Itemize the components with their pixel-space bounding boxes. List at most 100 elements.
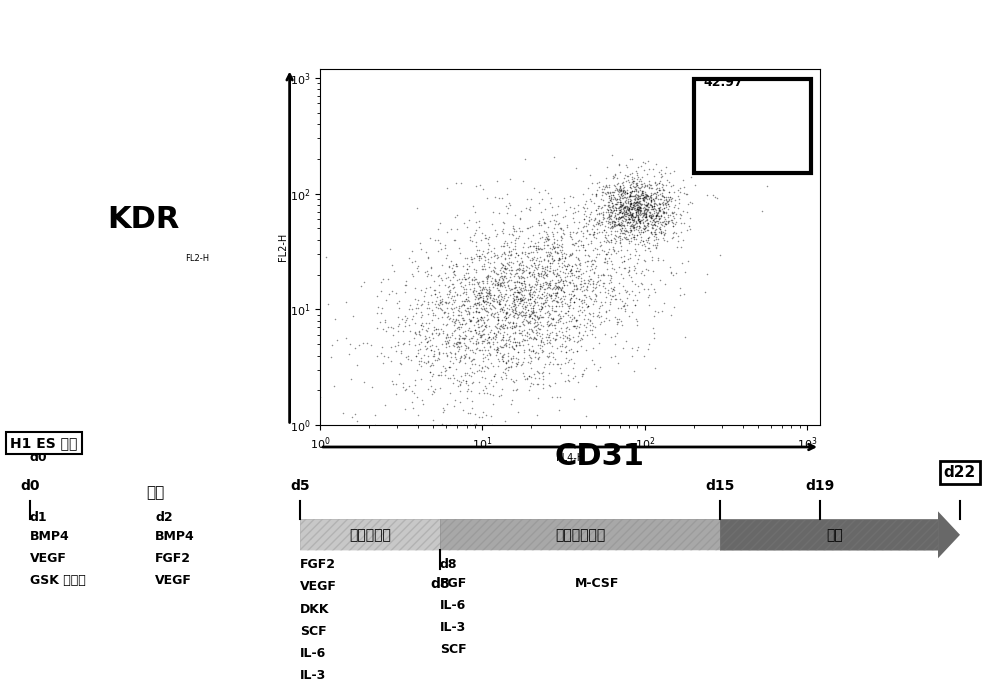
Point [585,244,601,255]
Point [508,384,524,395]
Point [648,215,664,226]
Point [541,300,557,311]
Point [494,193,510,204]
Point [612,233,628,244]
Point [469,244,485,255]
Point [588,261,604,272]
Point [612,198,628,209]
Point [661,200,677,211]
Point [475,406,491,417]
Point [451,342,467,353]
Point [646,219,662,230]
Point [490,314,506,325]
Point [565,372,581,383]
Point [544,250,560,261]
Point [404,313,420,324]
Point [614,296,630,307]
Point [644,213,660,224]
Point [613,211,629,222]
Point [574,285,590,296]
Point [575,242,591,253]
Point [615,185,631,196]
Point [495,331,511,342]
Point [636,238,652,249]
Point [564,309,580,320]
Point [383,322,399,333]
Point [536,217,552,228]
Point [638,189,654,200]
Point [494,261,510,272]
Point [659,196,675,206]
Point [448,301,464,312]
Point [324,339,340,350]
Point [462,420,478,431]
Point [449,420,465,431]
Point [443,347,459,358]
Point [522,202,538,213]
Point [436,307,452,318]
Point [632,192,648,203]
Point [623,236,639,247]
Point [617,303,633,314]
Point [369,290,385,301]
Point [453,377,469,388]
Point [480,337,496,348]
Point [464,254,480,265]
Point [569,346,585,357]
Point [622,217,638,228]
Point [647,216,663,227]
Point [623,233,639,244]
Point [495,274,511,285]
Point [501,241,517,252]
Point [601,191,617,202]
Point [439,226,455,237]
Point [561,375,577,386]
Point [665,220,681,231]
Point [500,316,516,327]
Point [522,282,538,293]
Point [469,298,485,309]
Point [485,360,501,371]
Point [599,213,615,224]
Point [620,204,636,215]
Point [553,273,569,284]
Point [622,220,638,231]
Point [506,296,522,307]
Point [661,215,677,226]
Text: FGF2: FGF2 [155,552,191,565]
Point [549,281,565,292]
Point [596,246,612,257]
Point [529,329,545,340]
Point [468,316,484,327]
Point [646,333,662,344]
Point [546,152,562,163]
Point [547,246,563,257]
Point [594,184,610,195]
Point [458,293,474,304]
Point [658,207,674,218]
Point [522,357,538,368]
Point [553,231,569,242]
Point [614,188,630,199]
Point [461,261,477,272]
Point [597,254,613,265]
Point [438,420,454,431]
Point [593,202,609,213]
Point [581,215,597,226]
Point [636,192,652,203]
Point [470,338,486,348]
Point [562,277,578,288]
Point [450,340,466,351]
Point [626,231,642,242]
Point [602,298,618,309]
Point [657,224,673,235]
Point [482,290,498,301]
Point [553,323,569,334]
Point [619,209,635,220]
Point [480,246,496,257]
Point [570,270,586,281]
Point [598,172,614,183]
Point [619,188,635,199]
Point [523,235,539,246]
Point [549,287,565,298]
